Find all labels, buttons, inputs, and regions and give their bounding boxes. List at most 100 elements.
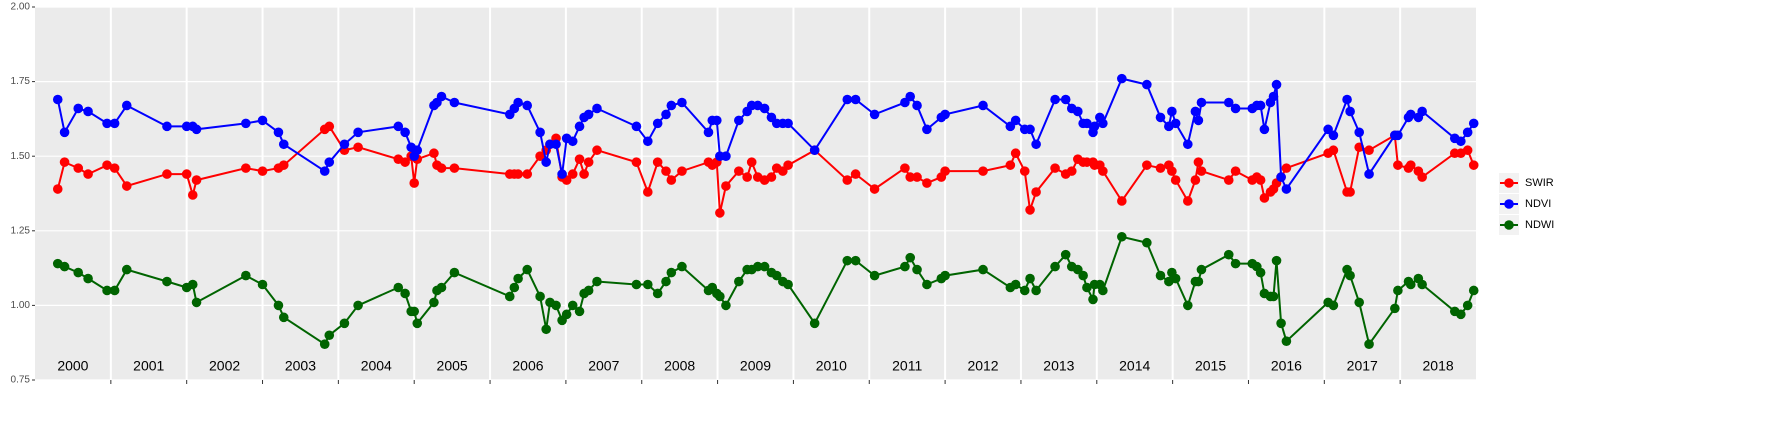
point xyxy=(102,118,112,129)
point xyxy=(102,160,112,170)
point xyxy=(734,115,744,126)
point xyxy=(666,100,677,111)
point xyxy=(809,318,820,329)
point xyxy=(1271,79,1282,90)
point xyxy=(1417,279,1427,290)
point xyxy=(1405,160,1416,170)
point xyxy=(393,282,404,293)
point xyxy=(273,127,284,138)
year-label: 2003 xyxy=(285,358,316,374)
point xyxy=(52,94,63,105)
point xyxy=(842,94,853,105)
point xyxy=(1183,139,1193,150)
point xyxy=(1417,106,1427,117)
point xyxy=(241,118,251,129)
point xyxy=(900,261,910,272)
point xyxy=(535,291,545,302)
point xyxy=(400,127,410,138)
point xyxy=(912,100,922,111)
year-label: 2002 xyxy=(209,358,240,374)
y-tick-label: 1.25 xyxy=(11,225,31,236)
point xyxy=(978,264,988,275)
legend-point xyxy=(1504,199,1514,209)
point xyxy=(1390,303,1400,314)
point xyxy=(850,94,861,105)
point xyxy=(1405,279,1416,290)
point xyxy=(1050,261,1060,272)
point xyxy=(1142,79,1152,90)
point xyxy=(436,163,447,173)
point xyxy=(412,145,423,156)
point xyxy=(1190,175,1201,185)
point xyxy=(1025,273,1035,284)
point xyxy=(1170,175,1181,185)
point xyxy=(551,139,561,150)
year-label: 2015 xyxy=(1195,358,1226,374)
point xyxy=(241,163,251,173)
point xyxy=(1259,124,1270,135)
year-label: 2008 xyxy=(664,358,695,374)
point xyxy=(1010,115,1021,126)
point xyxy=(59,261,70,272)
year-label: 2006 xyxy=(512,358,543,374)
point xyxy=(1468,285,1479,296)
point xyxy=(109,285,120,296)
point xyxy=(759,261,770,272)
point xyxy=(102,285,112,296)
point xyxy=(449,97,460,108)
point xyxy=(409,178,420,188)
point xyxy=(850,169,861,179)
point xyxy=(59,157,70,167)
point xyxy=(324,121,335,132)
point xyxy=(1259,193,1270,203)
year-label: 2014 xyxy=(1119,358,1150,374)
point xyxy=(339,139,350,150)
point xyxy=(643,187,653,197)
legend-label: NDWI xyxy=(1525,219,1554,231)
point xyxy=(1393,130,1403,141)
point xyxy=(1155,112,1166,123)
point xyxy=(940,270,950,281)
point xyxy=(83,169,93,179)
point xyxy=(541,324,551,335)
point xyxy=(1345,106,1355,117)
point xyxy=(1193,115,1204,126)
point xyxy=(1271,255,1282,266)
legend-label: SWIR xyxy=(1525,177,1554,189)
point xyxy=(631,279,642,290)
point xyxy=(677,261,687,272)
point xyxy=(1098,118,1108,129)
point xyxy=(429,148,439,159)
point xyxy=(1268,91,1279,102)
point xyxy=(1328,300,1339,311)
point xyxy=(83,273,93,284)
point xyxy=(677,166,687,176)
point xyxy=(905,252,916,263)
point xyxy=(842,255,853,266)
point xyxy=(1281,184,1292,194)
point xyxy=(905,91,916,102)
point xyxy=(583,109,594,120)
point xyxy=(509,282,520,293)
point xyxy=(522,264,533,275)
point xyxy=(83,106,93,117)
point xyxy=(978,100,988,111)
point xyxy=(1230,166,1241,176)
point xyxy=(1196,166,1207,176)
point xyxy=(643,279,653,290)
point xyxy=(567,300,578,311)
point xyxy=(412,318,423,329)
point xyxy=(1462,300,1473,311)
point xyxy=(273,300,284,311)
point xyxy=(1354,127,1365,138)
point xyxy=(449,163,460,173)
point xyxy=(1196,97,1207,108)
point xyxy=(1010,148,1021,159)
point xyxy=(661,109,671,120)
point xyxy=(1142,237,1152,248)
point xyxy=(1417,172,1427,182)
point xyxy=(121,264,132,275)
point xyxy=(1183,300,1193,311)
point xyxy=(1342,94,1352,105)
point xyxy=(574,121,585,132)
